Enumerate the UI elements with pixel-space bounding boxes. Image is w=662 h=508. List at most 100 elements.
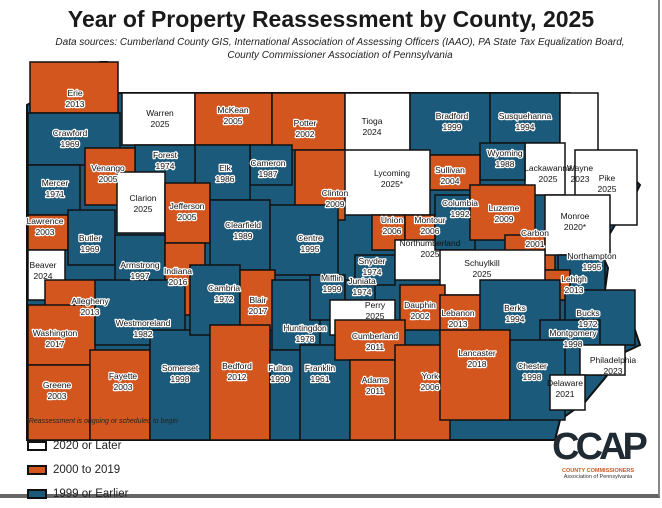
county-label-wyoming: Wyoming 1988 xyxy=(487,148,523,169)
county-year: 2025 xyxy=(151,119,170,129)
county-label-potter: Potter 2002 xyxy=(294,118,317,139)
county-year: 2020* xyxy=(564,222,587,232)
county-year: 2025 xyxy=(598,184,617,194)
county-delaware[interactable] xyxy=(549,374,586,411)
county-label-indiana: Indiana 2016 xyxy=(164,266,192,287)
county-label-elk: Elk 1986 xyxy=(216,163,235,184)
county-label-monroe: Monroe 2020* xyxy=(561,211,590,232)
county-name: Bucks xyxy=(576,308,599,318)
county-label-lawrence: Lawrence 2003 xyxy=(27,216,64,237)
county-cumberland[interactable] xyxy=(334,319,406,361)
county-name: Fulton xyxy=(268,363,292,373)
county-year: 1986 xyxy=(216,174,235,184)
county-name: Somerset xyxy=(162,363,199,373)
county-year: 1998 xyxy=(564,339,583,349)
legend-item-orange: 2000 to 2019 xyxy=(27,460,128,479)
county-year: 2002 xyxy=(296,129,315,139)
county-centre[interactable] xyxy=(269,204,339,276)
county-year: 2005 xyxy=(178,212,197,222)
county-name: Beaver xyxy=(30,260,57,270)
county-name: Potter xyxy=(294,118,317,128)
county-year: 2018 xyxy=(468,359,487,369)
county-year: 1990 xyxy=(271,374,290,384)
county-fayette[interactable] xyxy=(89,349,151,441)
county-name: Philadelphia xyxy=(590,355,637,365)
county-name: Lawrence xyxy=(27,216,64,226)
county-year: 2011 xyxy=(366,386,385,396)
county-mckean[interactable] xyxy=(194,92,273,146)
county-name: Centre xyxy=(297,233,323,243)
county-year: 2005 xyxy=(224,116,243,126)
county-year: 2013 xyxy=(565,285,584,295)
county-year: 2016 xyxy=(169,277,188,287)
county-lycoming[interactable] xyxy=(334,149,431,216)
county-year: 2017 xyxy=(249,306,268,316)
county-potter[interactable] xyxy=(271,92,346,151)
county-snyder[interactable] xyxy=(354,254,396,286)
county-clearfield[interactable] xyxy=(209,199,271,271)
county-name: Cumberland xyxy=(352,331,399,341)
county-butler[interactable] xyxy=(67,209,116,266)
county-year: 2024 xyxy=(363,127,382,137)
county-philadelphia[interactable] xyxy=(579,344,626,376)
legend-swatch-blue xyxy=(27,488,47,499)
county-label-bedford: Bedford 2012 xyxy=(222,361,252,382)
county-label-mckean: McKean 2005 xyxy=(217,105,248,126)
county-name: Northampton xyxy=(567,251,616,261)
county-cambria[interactable] xyxy=(189,264,241,336)
legend-label: 1999 or Earlier xyxy=(53,487,129,500)
county-year: 1971 xyxy=(46,189,65,199)
county-name: Montgomery xyxy=(549,328,597,338)
county-name: Lackawanna xyxy=(524,163,572,173)
county-label-cameron: Cameron 1987 xyxy=(251,158,286,179)
county-year: 2023 xyxy=(604,366,623,376)
county-label-lackawanna: Lackawanna 2025 xyxy=(524,163,572,184)
county-monroe[interactable] xyxy=(544,194,611,256)
county-label-carbon: Carbon 2001 xyxy=(521,228,549,249)
county-somerset[interactable] xyxy=(149,329,211,441)
county-label-columbia: Columbia 1992 xyxy=(442,198,478,219)
county-name: Montour xyxy=(414,215,445,225)
county-name: Cameron xyxy=(251,158,286,168)
county-name: Dauphin xyxy=(404,300,436,310)
county-year: 2011 xyxy=(366,342,385,352)
county-tioga[interactable] xyxy=(344,92,411,161)
legend-swatch-white xyxy=(27,440,47,451)
county-label-jefferson: Jefferson 2005 xyxy=(170,201,205,222)
county-luzerne[interactable] xyxy=(469,184,536,241)
county-year: 2013 xyxy=(449,319,468,329)
county-year: 1961 xyxy=(311,374,330,384)
county-label-forest: Forest 1974 xyxy=(153,150,178,171)
county-name: Cambria xyxy=(208,283,240,293)
county-adams[interactable] xyxy=(349,359,396,441)
county-name: Bradford xyxy=(436,111,469,121)
county-name: Lehigh xyxy=(561,274,587,284)
county-greene[interactable] xyxy=(27,364,91,441)
county-year: 2001 xyxy=(526,239,545,249)
county-name: Elk xyxy=(219,163,232,173)
logo-mark: CCAP xyxy=(552,426,648,468)
county-lancaster[interactable] xyxy=(439,329,511,421)
county-year: 1969 xyxy=(81,244,100,254)
county-name: Lancaster xyxy=(458,348,495,358)
county-mercer[interactable] xyxy=(27,164,81,216)
county-year: 2023 xyxy=(571,174,590,184)
county-year: 1994 xyxy=(506,314,525,324)
county-year: 2005 xyxy=(99,174,118,184)
county-cameron[interactable] xyxy=(249,144,293,186)
legend-label: 2020 or Later xyxy=(53,439,122,452)
county-bradford[interactable] xyxy=(409,92,491,156)
county-year: 2002 xyxy=(411,311,430,321)
county-label-bucks: Bucks 1972 xyxy=(576,308,599,329)
county-name: Wyoming xyxy=(487,148,523,158)
county-warren[interactable] xyxy=(121,92,196,146)
county-name: Luzerne xyxy=(489,203,520,213)
county-clarion[interactable] xyxy=(116,171,166,234)
county-bedford[interactable] xyxy=(209,324,271,441)
county-name: York xyxy=(422,371,439,381)
county-label-northumberland: Northumberland 2025 xyxy=(400,238,461,259)
county-name: Warren xyxy=(146,108,174,118)
county-year: 2006 xyxy=(421,226,440,236)
county-fulton[interactable] xyxy=(269,349,301,441)
